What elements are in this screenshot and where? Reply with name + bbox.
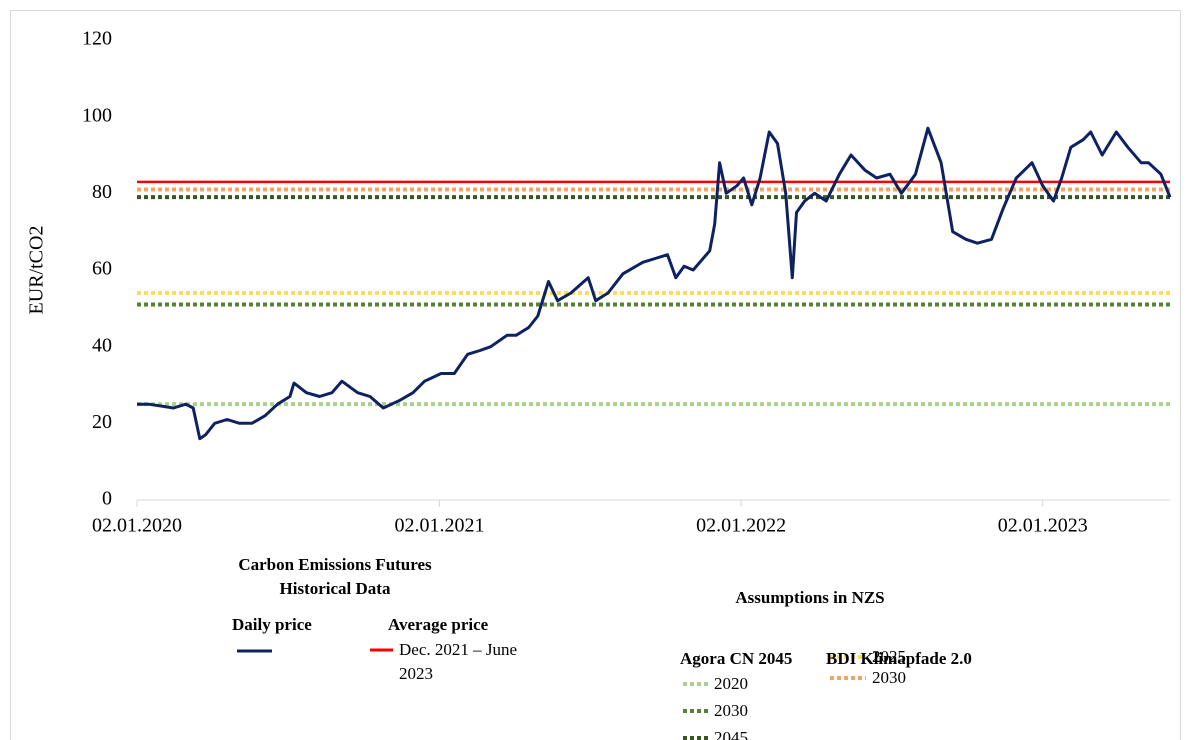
legend-label: 2045 [714, 728, 748, 740]
y-tick-label: 40 [92, 334, 112, 356]
x-tick-label: 02.01.2022 [696, 515, 786, 537]
y-tick-label: 80 [92, 181, 112, 203]
price-line [137, 126, 1172, 441]
legend-label: 2025 [872, 647, 906, 666]
y-tick-label: 120 [82, 28, 112, 50]
legend-group-title: BDI Klimapfade 2.0 [826, 649, 972, 668]
legend-label: 2030 [872, 668, 906, 687]
legend-group-title: Daily price [232, 615, 312, 634]
legend-section-title: Assumptions in NZS [735, 588, 885, 607]
legend-group-title: Average price [388, 615, 489, 634]
y-tick-label: 20 [92, 411, 112, 433]
legend-section-title: Carbon Emissions Futures Historical Data [238, 555, 432, 598]
y-axis-label: EUR/tCO2 [26, 226, 48, 315]
legend-label: 2020 [714, 674, 748, 693]
frame [10, 10, 1181, 740]
legend-label: 2030 [714, 701, 748, 720]
x-tick-label: 02.01.2021 [394, 515, 484, 537]
legend-group-title: Agora CN 2045 [680, 649, 793, 668]
x-tick-label: 02.01.2020 [92, 515, 182, 537]
y-tick-label: 100 [82, 104, 112, 126]
x-tick-label: 02.01.2023 [998, 515, 1088, 537]
y-tick-label: 60 [92, 258, 112, 280]
y-tick-label: 0 [102, 488, 112, 510]
legend-label: Dec. 2021 – June 2023 [399, 640, 518, 683]
